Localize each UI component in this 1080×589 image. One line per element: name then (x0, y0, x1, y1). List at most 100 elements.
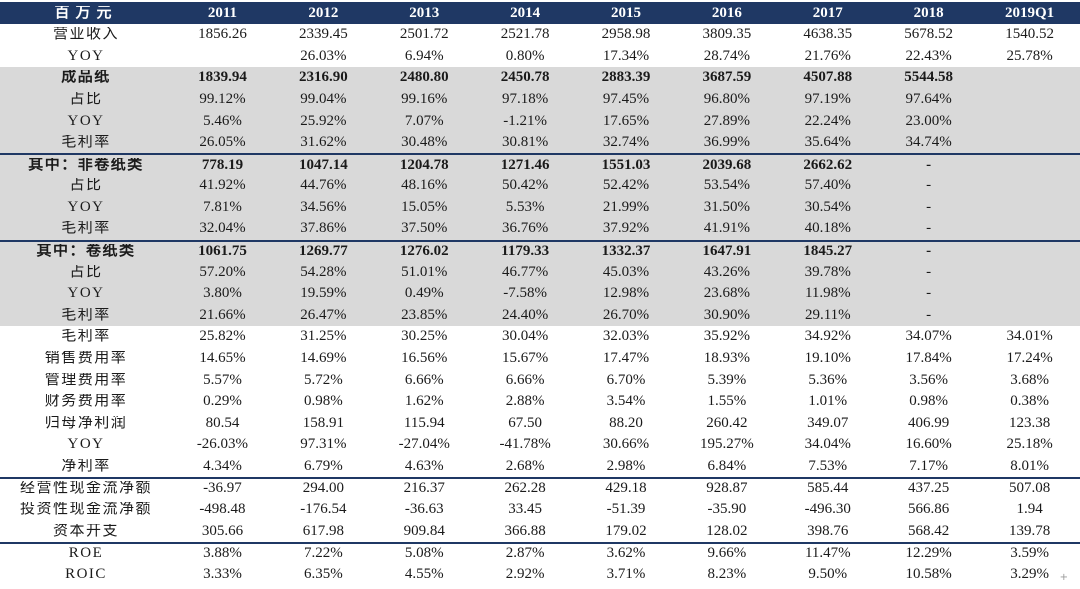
value-cell: 8.01% (1010, 458, 1049, 474)
table-row: 净利率 4.34% 6.79% 4.63% 2.68% 2.98% 6.84% 7.53% 7.… (0, 456, 1080, 478)
value-cell: 12.98% (602, 286, 650, 302)
value-cell: 5544.58 (904, 70, 954, 86)
value-cell: 32.03% (602, 329, 650, 345)
table-row: 成品纸 1839.94 2316.90 2480.80 2450.78 2883.39 36… (0, 67, 1080, 89)
value-cell: 99.04% (300, 92, 347, 108)
value-cell: 10.58% (905, 566, 952, 582)
value-cell: 429.18 (605, 481, 647, 497)
value-cell: 57.20% (199, 264, 246, 280)
value-cell: 25.18% (1006, 437, 1053, 453)
table-row: 毛利率 25.82% 31.25% 30.25% 30.04% 32.03% 35.92% 3… (0, 326, 1080, 348)
value-cell: 3.29% (1010, 566, 1049, 582)
value-cell: 32.74% (602, 135, 650, 151)
value-cell: 1271.46 (500, 157, 550, 173)
value-cell: 0.98% (303, 394, 343, 410)
value-cell: 2450.78 (500, 70, 550, 86)
value-cell: 437.25 (908, 481, 950, 497)
year-header: 2019Q1 (1004, 5, 1055, 21)
row-label: ROIC (65, 566, 107, 582)
value-cell: 2316.90 (298, 70, 348, 86)
value-cell: 26.05% (199, 135, 246, 151)
value-cell: 778.19 (201, 157, 244, 173)
value-cell: 43.26% (703, 264, 751, 280)
value-cell: 26.03% (300, 48, 347, 64)
row-label: 毛利率 (61, 221, 111, 237)
value-cell: 16.56% (401, 350, 448, 366)
table-row: 资本开支 305.66 617.98 909.84 366.88 179.02 128.02… (0, 520, 1080, 542)
value-cell: 41.92% (199, 178, 246, 194)
value-cell: 1276.02 (399, 244, 449, 260)
value-cell: 22.24% (804, 113, 851, 129)
value-cell: 2.68% (505, 458, 545, 474)
row-label: 资本开支 (52, 523, 119, 539)
value-cell: 30.66% (602, 437, 650, 453)
value-cell: 34.56% (300, 199, 347, 215)
value-cell: 35.64% (804, 135, 851, 151)
value-cell: 88.20 (609, 415, 643, 431)
value-cell: 97.45% (602, 92, 650, 108)
value-cell: 25.92% (300, 113, 347, 129)
value-cell: 54.28% (300, 264, 347, 280)
value-cell: 9.50% (808, 566, 848, 582)
value-cell: 52.42% (602, 178, 650, 194)
value-cell: 2480.80 (399, 70, 449, 86)
row-label: YOY (67, 113, 105, 129)
row-label: 销售费用率 (44, 350, 128, 366)
value-cell: 97.64% (905, 92, 952, 108)
value-cell: 34.01% (1006, 329, 1053, 345)
value-cell: 2662.62 (803, 157, 853, 173)
value-cell: 4638.35 (803, 27, 853, 43)
value-cell: 2883.39 (601, 70, 651, 86)
value-cell: 57.40% (804, 178, 851, 194)
value-cell: 96.80% (703, 92, 751, 108)
value-cell: 5678.52 (904, 27, 954, 43)
value-cell: 30.25% (401, 329, 448, 345)
value-cell: 29.11% (804, 307, 851, 323)
value-cell: 1.55% (707, 394, 747, 410)
row-label: 投资性现金流净额 (19, 502, 152, 517)
year-header: 2016 (711, 5, 742, 21)
table-row: YOY 26.03% 6.94% 0.80% 17.34% 28.74% 21.76% 22.… (0, 46, 1080, 68)
value-cell: 22.43% (905, 48, 952, 64)
value-cell: 19.10% (804, 350, 851, 366)
value-cell: 3.33% (203, 566, 242, 582)
value-cell: 27.89% (703, 113, 751, 129)
table-row: YOY 3.80% 19.59% 0.49% -7.58% 12.98% 23.68% 11.… (0, 282, 1080, 305)
row-label: YOY (67, 286, 105, 302)
value-cell: 2.92% (505, 566, 545, 582)
value-cell: 2958.98 (601, 27, 651, 43)
value-cell: 5.36% (808, 372, 848, 388)
table-row: 毛利率 26.05% 31.62% 30.48% 30.81% 32.74% 36.99% 3… (0, 131, 1080, 154)
value-cell: 0.80% (505, 48, 545, 64)
row-label: 毛利率 (61, 329, 111, 345)
value-cell: 7.81% (203, 199, 242, 215)
year-header: 2017 (812, 5, 843, 21)
row-label: 其中：非卷纸类 (28, 157, 144, 173)
row-label: 其中：卷纸类 (36, 244, 136, 260)
value-cell: 6.66% (505, 372, 545, 388)
value-cell: 34.07% (905, 329, 952, 345)
value-cell: 216.37 (403, 481, 445, 497)
value-cell: 1.62% (404, 394, 444, 410)
value-cell: 24.40% (501, 307, 549, 323)
value-cell: 179.02 (605, 523, 647, 539)
value-cell: 398.76 (807, 523, 849, 539)
year-header: 2011 (207, 5, 238, 21)
value-cell: 44.76% (300, 178, 347, 194)
value-cell: 7.17% (909, 458, 949, 474)
value-cell: -36.97 (203, 481, 242, 497)
value-cell: 507.08 (1008, 481, 1051, 497)
value-cell: 40.18% (804, 221, 851, 237)
value-cell: 1332.37 (601, 244, 651, 260)
row-label: ROE (68, 546, 104, 562)
value-cell: 67.50 (508, 415, 542, 431)
value-cell: 2039.68 (702, 157, 752, 173)
year-header: 2012 (308, 5, 339, 21)
table-row: 其中：卷纸类 1061.75 1269.77 1276.02 1179.33 1332.3… (0, 239, 1080, 262)
table-row: YOY -26.03% 97.31% -27.04% -41.78% 30.66% 195.… (0, 434, 1080, 456)
value-cell: 123.38 (1008, 415, 1051, 431)
value-cell: 97.18% (501, 92, 549, 108)
value-cell: 18.93% (703, 350, 751, 366)
value-cell: 9.66% (707, 546, 747, 562)
value-cell: 7.22% (303, 546, 343, 562)
